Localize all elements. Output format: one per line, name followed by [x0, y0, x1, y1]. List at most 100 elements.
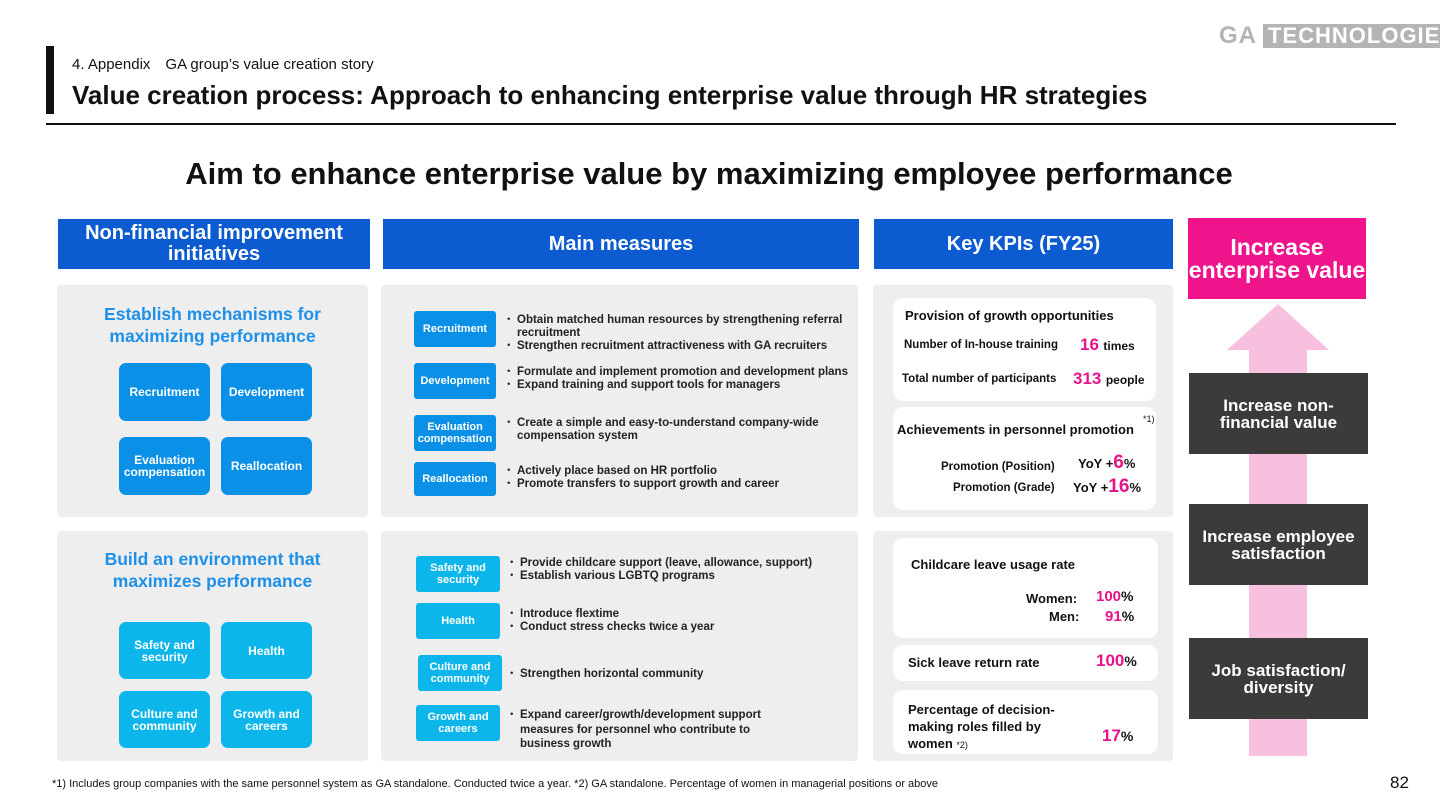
men-number: 91: [1105, 608, 1122, 625]
women-roles-unit: %: [1120, 728, 1134, 744]
kpi-card-sick-leave: [893, 645, 1158, 681]
kpi-grade-value: YoY +16%: [1073, 476, 1141, 498]
women-unit: %: [1121, 588, 1134, 604]
page-number: 82: [1390, 773, 1409, 792]
kpi-position-label: Promotion (Position): [941, 461, 1055, 473]
kpi-card-women-roles: [893, 690, 1158, 754]
training-unit: times: [1103, 339, 1135, 353]
men-unit: %: [1121, 608, 1135, 624]
box-job-satisfaction: Job satisfaction/ diversity: [1189, 638, 1368, 719]
tile-culture-community: Culture and community: [119, 691, 210, 748]
bullet: Conduct stress checks twice a year: [506, 621, 852, 634]
tag-evaluation-compensation: Evaluation compensation: [414, 415, 496, 451]
kpi-training-value: 16 times: [1080, 335, 1135, 355]
grade-unit: %: [1129, 480, 1141, 495]
tag-reallocation: Reallocation: [414, 462, 496, 496]
grade-number: 16: [1108, 476, 1130, 497]
bullet: Expand training and support tools for ma…: [503, 379, 852, 392]
tile-reallocation: Reallocation: [221, 437, 312, 495]
environment-title: Build an environment that maximizes perf…: [104, 549, 321, 591]
bullet: Create a simple and easy-to-understand c…: [503, 417, 852, 443]
measures-culture: Strengthen horizontal community: [506, 668, 852, 681]
tag-recruitment: Recruitment: [414, 311, 496, 347]
tile-evaluation-compensation: Evaluation compensation: [119, 437, 210, 495]
women-number: 100: [1096, 588, 1122, 605]
bullet: Strengthen recruitment attractiveness wi…: [503, 340, 852, 353]
panel-performance: [57, 285, 368, 517]
measures-evaluation: Create a simple and easy-to-understand c…: [503, 417, 852, 443]
kpi-childcare-title: Childcare leave usage rate: [911, 557, 1076, 572]
kpi-training-label: Number of In-house training: [904, 339, 1058, 351]
bullet: Introduce flextime: [506, 608, 852, 621]
bullet: Formulate and implement promotion and de…: [503, 366, 852, 379]
logo-ga: GA: [1219, 22, 1257, 49]
kpi-sick-label: Sick leave return rate: [908, 655, 1040, 670]
accent-bar: [46, 46, 54, 114]
position-unit: %: [1123, 456, 1136, 471]
title-divider: [46, 123, 1396, 125]
kpi-promotion-note: *1): [1143, 414, 1155, 424]
page-title: Value creation process: Approach to enha…: [72, 80, 1148, 110]
grade-prefix: YoY +: [1073, 480, 1109, 495]
bullet: Promote transfers to support growth and …: [503, 478, 852, 491]
tile-safety-security: Safety and security: [119, 622, 210, 679]
box-nonfinancial-value: Increase non-financial value: [1189, 373, 1368, 454]
kpi-sick-value: 100%: [1096, 651, 1137, 671]
kpi-participants-value: 313 people: [1073, 369, 1145, 389]
sick-unit: %: [1124, 653, 1137, 669]
measures-reallocation: Actively place based on HR portfolio Pro…: [503, 465, 852, 491]
measures-growth: Expand career/growth/development support…: [506, 708, 780, 752]
section-label: 4. Appendix GA group’s value creation st…: [72, 56, 374, 73]
kpi-participants-label: Total number of participants: [902, 373, 1057, 385]
tag-safety-security: Safety and security: [416, 556, 500, 592]
kpi-women-label: Women:: [1026, 591, 1078, 606]
panel-environment: [57, 531, 368, 761]
bullet: Expand career/growth/development support…: [506, 708, 780, 752]
tile-health: Health: [221, 622, 312, 679]
tile-growth-careers: Growth and careers: [221, 691, 312, 748]
bullet: Provide childcare support (leave, allowa…: [506, 557, 852, 570]
participants-number: 313: [1073, 369, 1102, 388]
women-roles-text: Percentage of decision-making roles fill…: [908, 702, 1055, 751]
kpi-growth-title: Provision of growth opportunities: [905, 308, 1114, 323]
column-header-measures: Main measures: [383, 219, 859, 269]
performance-title: Establish mechanisms for maximizing perf…: [104, 304, 321, 346]
position-number: 6: [1113, 452, 1124, 473]
kpi-women-roles-value: 17%: [1102, 726, 1133, 746]
kpi-women-value: 100%: [1096, 588, 1133, 606]
women-roles-number: 17: [1102, 726, 1121, 745]
headline: Aim to enhance enterprise value by maxim…: [185, 156, 1233, 191]
women-roles-note: *2): [956, 740, 968, 750]
column-header-nonfinancial: Non-financial improvement initiatives: [58, 219, 370, 269]
bullet: Actively place based on HR portfolio: [503, 465, 852, 478]
tile-development: Development: [221, 363, 312, 421]
kpi-men-label: Men:: [1049, 609, 1080, 624]
training-number: 16: [1080, 335, 1099, 354]
position-prefix: YoY +: [1078, 456, 1114, 471]
column-header-kpis: Key KPIs (FY25): [874, 219, 1173, 269]
box-employee-satisfaction: Increase employee satisfaction: [1189, 504, 1368, 585]
kpi-card-growth: [893, 298, 1156, 401]
measures-health: Introduce flextime Conduct stress checks…: [506, 608, 852, 634]
logo-technologies: TECHNOLOGIES: [1263, 24, 1440, 48]
company-logo: GA TECHNOLOGIES: [1219, 22, 1440, 50]
measures-safety: Provide childcare support (leave, allowa…: [506, 557, 852, 583]
measures-development: Formulate and implement promotion and de…: [503, 366, 852, 392]
tag-health: Health: [416, 603, 500, 639]
sick-number: 100: [1096, 651, 1125, 670]
footnote: *1) Includes group companies with the sa…: [52, 778, 939, 790]
kpi-promotion-title: Achievements in personnel promotion: [897, 422, 1134, 437]
tag-growth-careers: Growth and careers: [416, 705, 500, 741]
kpi-card-childcare: [893, 538, 1158, 638]
kpi-card-promotion: [893, 407, 1156, 510]
bullet: Establish various LGBTQ programs: [506, 570, 852, 583]
kpi-position-value: YoY +6%: [1078, 452, 1135, 474]
kpi-men-value: 91%: [1105, 608, 1134, 626]
tag-development: Development: [414, 363, 496, 399]
bullet: Obtain matched human resources by streng…: [503, 314, 852, 340]
bullet: Strengthen horizontal community: [506, 668, 852, 681]
tag-culture-community: Culture and community: [418, 655, 502, 691]
kpi-women-roles-label: Percentage of decision-making roles fill…: [908, 701, 1078, 754]
measures-recruitment: Obtain matched human resources by streng…: [503, 314, 852, 353]
box-enterprise-value: Increase enterprise value: [1188, 218, 1366, 299]
